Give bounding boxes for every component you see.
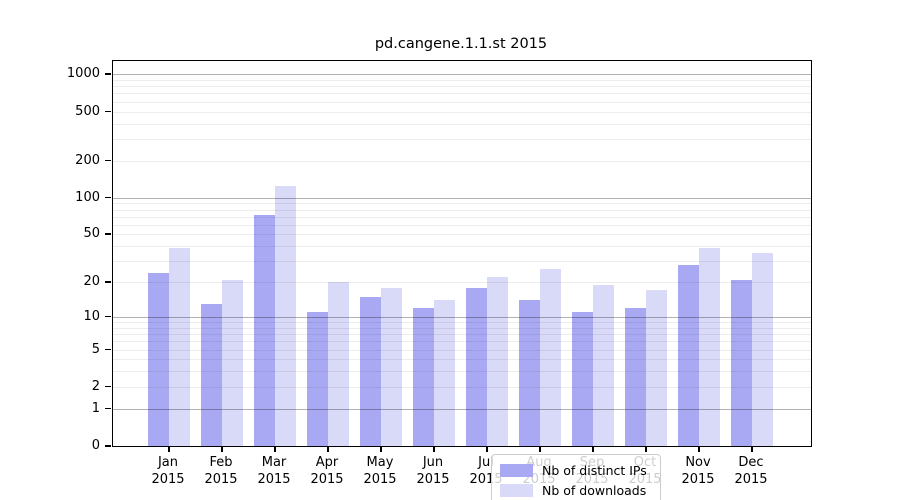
x-tick-label-may: May 2015 <box>363 455 397 487</box>
bar-downloads-sep <box>593 284 614 446</box>
y-tick-label-100: 100 <box>75 189 100 205</box>
y-tick-1000 <box>105 73 111 75</box>
x-tick-label-apr: Apr 2015 <box>310 455 344 487</box>
x-tick-feb <box>221 446 223 452</box>
legend-label: Nb of distinct IPs <box>542 462 647 478</box>
chart-title: pd.cangene.1.1.st 2015 <box>374 36 548 52</box>
x-tick-dec <box>751 446 753 452</box>
y-tick-2 <box>105 385 111 388</box>
x-tick-aug <box>539 446 541 452</box>
gridline-200 <box>113 160 811 162</box>
x-tick-label-nov: Nov 2015 <box>681 455 715 487</box>
y-tick-200 <box>105 159 111 162</box>
y-tick-label-1: 1 <box>91 400 100 416</box>
y-tick-label-200: 200 <box>75 152 100 168</box>
y-tick-1 <box>105 407 111 410</box>
gridline-700 <box>113 93 811 95</box>
legend-label: Nb of downloads <box>542 482 647 498</box>
bar-downloads-jul <box>487 277 508 446</box>
bar-ips-jan <box>148 272 169 446</box>
bar-ips-feb <box>201 304 222 446</box>
gridline-800 <box>113 86 811 88</box>
bar-downloads-may <box>381 287 402 446</box>
y-tick-500 <box>105 110 111 113</box>
plot-area: Nb of distinct IPs Nb of downloads <box>112 60 812 500</box>
bar-ips-mar <box>254 215 275 446</box>
gridline-70 <box>113 216 811 218</box>
bar-ips-dec <box>731 279 752 446</box>
bar-ips-jun <box>413 308 434 446</box>
gridline-50 <box>113 234 811 236</box>
x-tick-nov <box>698 446 700 452</box>
bar-downloads-jan <box>169 247 190 446</box>
x-tick-label-mar: Mar 2015 <box>257 455 291 487</box>
bar-downloads-jun <box>434 300 455 446</box>
bar-ips-may <box>360 296 381 446</box>
y-tick-label-5: 5 <box>91 341 100 357</box>
gridline-90 <box>113 203 811 205</box>
x-tick-label-jan: Jan 2015 <box>151 455 185 487</box>
bar-downloads-oct <box>646 290 667 446</box>
x-tick-sep <box>592 446 594 452</box>
y-tick-label-0: 0 <box>91 438 100 453</box>
y-tick-label-1000: 1000 <box>66 66 100 82</box>
gridline-600 <box>113 101 811 103</box>
bar-ips-aug <box>519 300 540 446</box>
bar-ips-sep <box>572 312 593 446</box>
bar-downloads-nov <box>699 247 720 446</box>
y-tick-label-10: 10 <box>83 308 100 324</box>
gridline-100 <box>113 197 811 199</box>
legend-item-downloads: Nb of downloads <box>500 480 652 500</box>
y-tick-10 <box>105 315 111 318</box>
gridline-300 <box>113 138 811 140</box>
y-tick-label-2: 2 <box>91 378 100 394</box>
y-tick-label-500: 500 <box>75 103 100 119</box>
y-tick-label-50: 50 <box>83 226 100 242</box>
bar-ips-jul <box>466 287 487 446</box>
legend: Nb of distinct IPs Nb of downloads <box>491 454 661 500</box>
gridline-60 <box>113 224 811 226</box>
gridline-900 <box>113 79 811 81</box>
x-tick-label-jun: Jun 2015 <box>416 455 450 487</box>
bar-ips-apr <box>307 312 328 446</box>
y-tick-label-20: 20 <box>83 274 100 290</box>
y-tick-50 <box>105 233 111 235</box>
gridline-400 <box>113 123 811 125</box>
x-tick-jul <box>486 446 488 452</box>
y-tick-20 <box>105 281 111 283</box>
x-tick-may <box>380 446 382 452</box>
x-tick-apr <box>327 446 329 452</box>
legend-item-distinct-ips: Nb of distinct IPs <box>500 460 652 480</box>
bar-downloads-mar <box>275 185 296 446</box>
x-tick-oct <box>645 446 647 452</box>
gridline-1000 <box>113 74 811 76</box>
bar-downloads-dec <box>752 253 773 446</box>
x-tick-jan <box>168 446 170 452</box>
bar-downloads-apr <box>328 282 349 446</box>
downloads-swatch <box>500 483 533 497</box>
bar-ips-oct <box>625 308 646 446</box>
bar-downloads-aug <box>540 268 561 446</box>
x-tick-label-feb: Feb 2015 <box>204 455 238 487</box>
distinct-ips-swatch <box>500 463 533 477</box>
gridline-80 <box>113 209 811 211</box>
x-tick-jun <box>433 446 435 452</box>
x-tick-label-dec: Dec 2015 <box>734 455 768 487</box>
y-tick-5 <box>105 348 111 351</box>
gridline-500 <box>113 111 811 113</box>
y-tick-0 <box>105 445 111 447</box>
y-tick-100 <box>105 196 111 199</box>
bar-downloads-feb <box>222 279 243 446</box>
bar-ips-nov <box>678 264 699 446</box>
x-tick-mar <box>274 446 276 452</box>
